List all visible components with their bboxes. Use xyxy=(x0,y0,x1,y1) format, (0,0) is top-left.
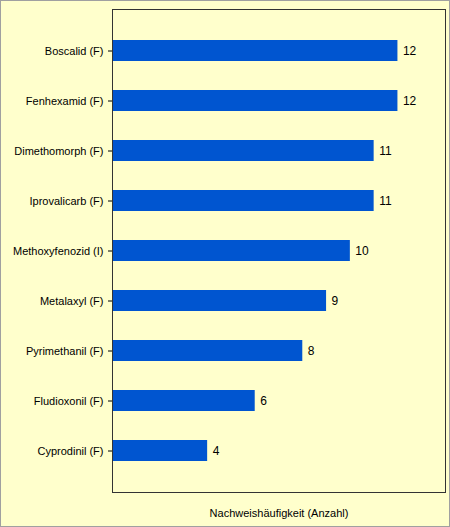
svg-text:Methoxyfenozid (I): Methoxyfenozid (I) xyxy=(13,245,103,257)
svg-text:Metalaxyl (F): Metalaxyl (F) xyxy=(40,295,104,307)
svg-text:10: 10 xyxy=(355,244,369,258)
svg-text:12: 12 xyxy=(403,44,417,58)
svg-text:4: 4 xyxy=(213,444,220,458)
svg-text:Dimethomorph (F): Dimethomorph (F) xyxy=(14,145,103,157)
svg-text:Pyrimethanil (F): Pyrimethanil (F) xyxy=(26,345,104,357)
svg-text:Fenhexamid (F): Fenhexamid (F) xyxy=(26,95,104,107)
svg-text:12: 12 xyxy=(403,94,417,108)
svg-text:Iprovalicarb (F): Iprovalicarb (F) xyxy=(30,195,104,207)
svg-text:11: 11 xyxy=(379,144,392,158)
svg-text:9: 9 xyxy=(332,294,339,308)
svg-text:Boscalid (F): Boscalid (F) xyxy=(45,45,104,57)
svg-text:Cyprodinil (F): Cyprodinil (F) xyxy=(37,445,103,457)
svg-text:Nachweishäufigkeit (Anzahl): Nachweishäufigkeit (Anzahl) xyxy=(210,507,349,519)
svg-text:8: 8 xyxy=(308,344,315,358)
svg-text:Fludioxonil (F): Fludioxonil (F) xyxy=(34,395,104,407)
svg-text:6: 6 xyxy=(260,394,267,408)
svg-text:11: 11 xyxy=(379,194,392,208)
